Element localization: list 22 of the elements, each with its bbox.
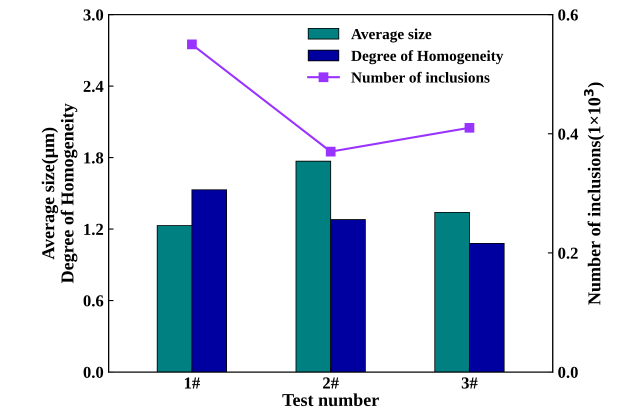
y-tick-label: 0.6 [84,295,104,307]
legend-label: Degree of Homogeneity [351,50,504,64]
y-tick-label: 2.4 [84,80,104,92]
y-tick-label: 3.0 [84,9,104,21]
x-tick-label: 3# [462,377,478,389]
x-tick-label: 2# [323,377,339,388]
x-tick-label: 1# [184,377,200,388]
y2-tick-label: 0.6 [558,9,578,21]
y2-axis-title: Number of inclusions(1×10$^{3}$) [584,82,604,305]
legend-label: Number of inclusions [351,72,490,83]
point [326,146,336,156]
y-tick-label: 0.0 [84,366,104,378]
y2-tick-label: 0.0 [558,366,578,378]
legend-label: Average size [351,28,432,42]
point [464,122,474,133]
y2-tick-label: 0.2 [558,248,578,259]
point [187,40,197,50]
x-axis-title: Test number [282,393,379,406]
y2-tick-label: 0.4 [558,128,578,140]
y-axis-title: Average size(μm) Degree of Homogeneity [42,103,78,284]
y-tick-label: 1.8 [84,152,104,164]
y-tick-label: 1.2 [84,224,104,236]
